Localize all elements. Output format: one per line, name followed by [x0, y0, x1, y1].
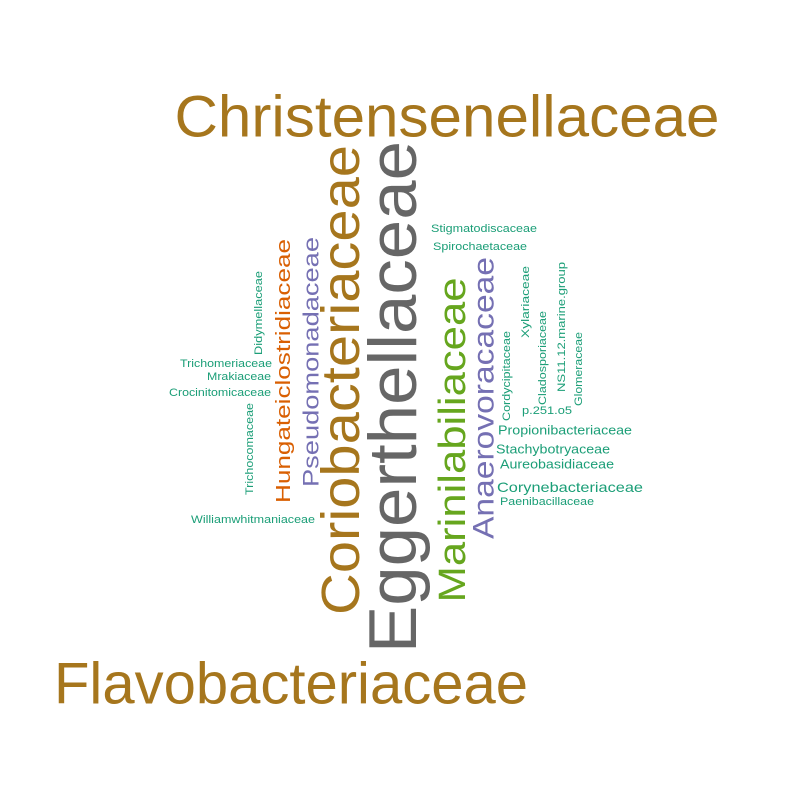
word-christensenellaceae: Christensenellaceae — [175, 85, 720, 150]
word-stigmatodiscaceae: Stigmatodiscaceae — [431, 223, 537, 235]
word-glomeraceae: Glomeraceae — [573, 332, 585, 406]
word-didymellaceae: Didymellaceae — [253, 271, 265, 355]
word-p-251-o5: p.251.o5 — [522, 405, 572, 417]
word-anaerovoracaceae: Anaerovoracaceae — [468, 257, 501, 539]
word-spirochaetaceae: Spirochaetaceae — [433, 241, 527, 253]
word-trichomeriaceae: Trichomeriaceae — [180, 358, 272, 370]
word-propionibacteriaceae: Propionibacteriaceae — [498, 423, 632, 438]
word-marinilabiliaceae: Marinilabiliaceae — [432, 278, 474, 603]
word-stachybotryaceae: Stachybotryaceae — [496, 442, 610, 457]
word-pseudomonadaceae: Pseudomonadaceae — [299, 237, 324, 487]
word-ns11-12-marine-group: NS11.12.marine.group — [556, 262, 568, 392]
word-aureobasidiaceae: Aureobasidiaceae — [500, 457, 614, 472]
word-flavobacteriaceae: Flavobacteriaceae — [54, 652, 528, 717]
word-corynebacteriaceae: Corynebacteriaceae — [497, 479, 643, 495]
word-cordycipitaceae: Cordycipitaceae — [501, 331, 513, 421]
word-hungateiclostridiaceae: Hungateiclostridiaceae — [273, 239, 295, 503]
word-eggerthellaceae: Eggerthellaceae — [355, 141, 431, 653]
word-trichocomaceae: Trichocomaceae — [244, 403, 256, 495]
word-coriobacteriaceae: Coriobacteriaceae — [311, 145, 371, 615]
word-paenibacillaceae: Paenibacillaceae — [500, 496, 594, 508]
word-cladosporiaceae: Cladosporiaceae — [537, 311, 549, 405]
word-mrakiaceae: Mrakiaceae — [207, 371, 271, 383]
word-xylariaceae: Xylariaceae — [520, 266, 532, 338]
word-crocinitomicaceae: Crocinitomicaceae — [169, 387, 271, 399]
word-williamwhitmaniaceae: Williamwhitmaniaceae — [191, 514, 315, 526]
